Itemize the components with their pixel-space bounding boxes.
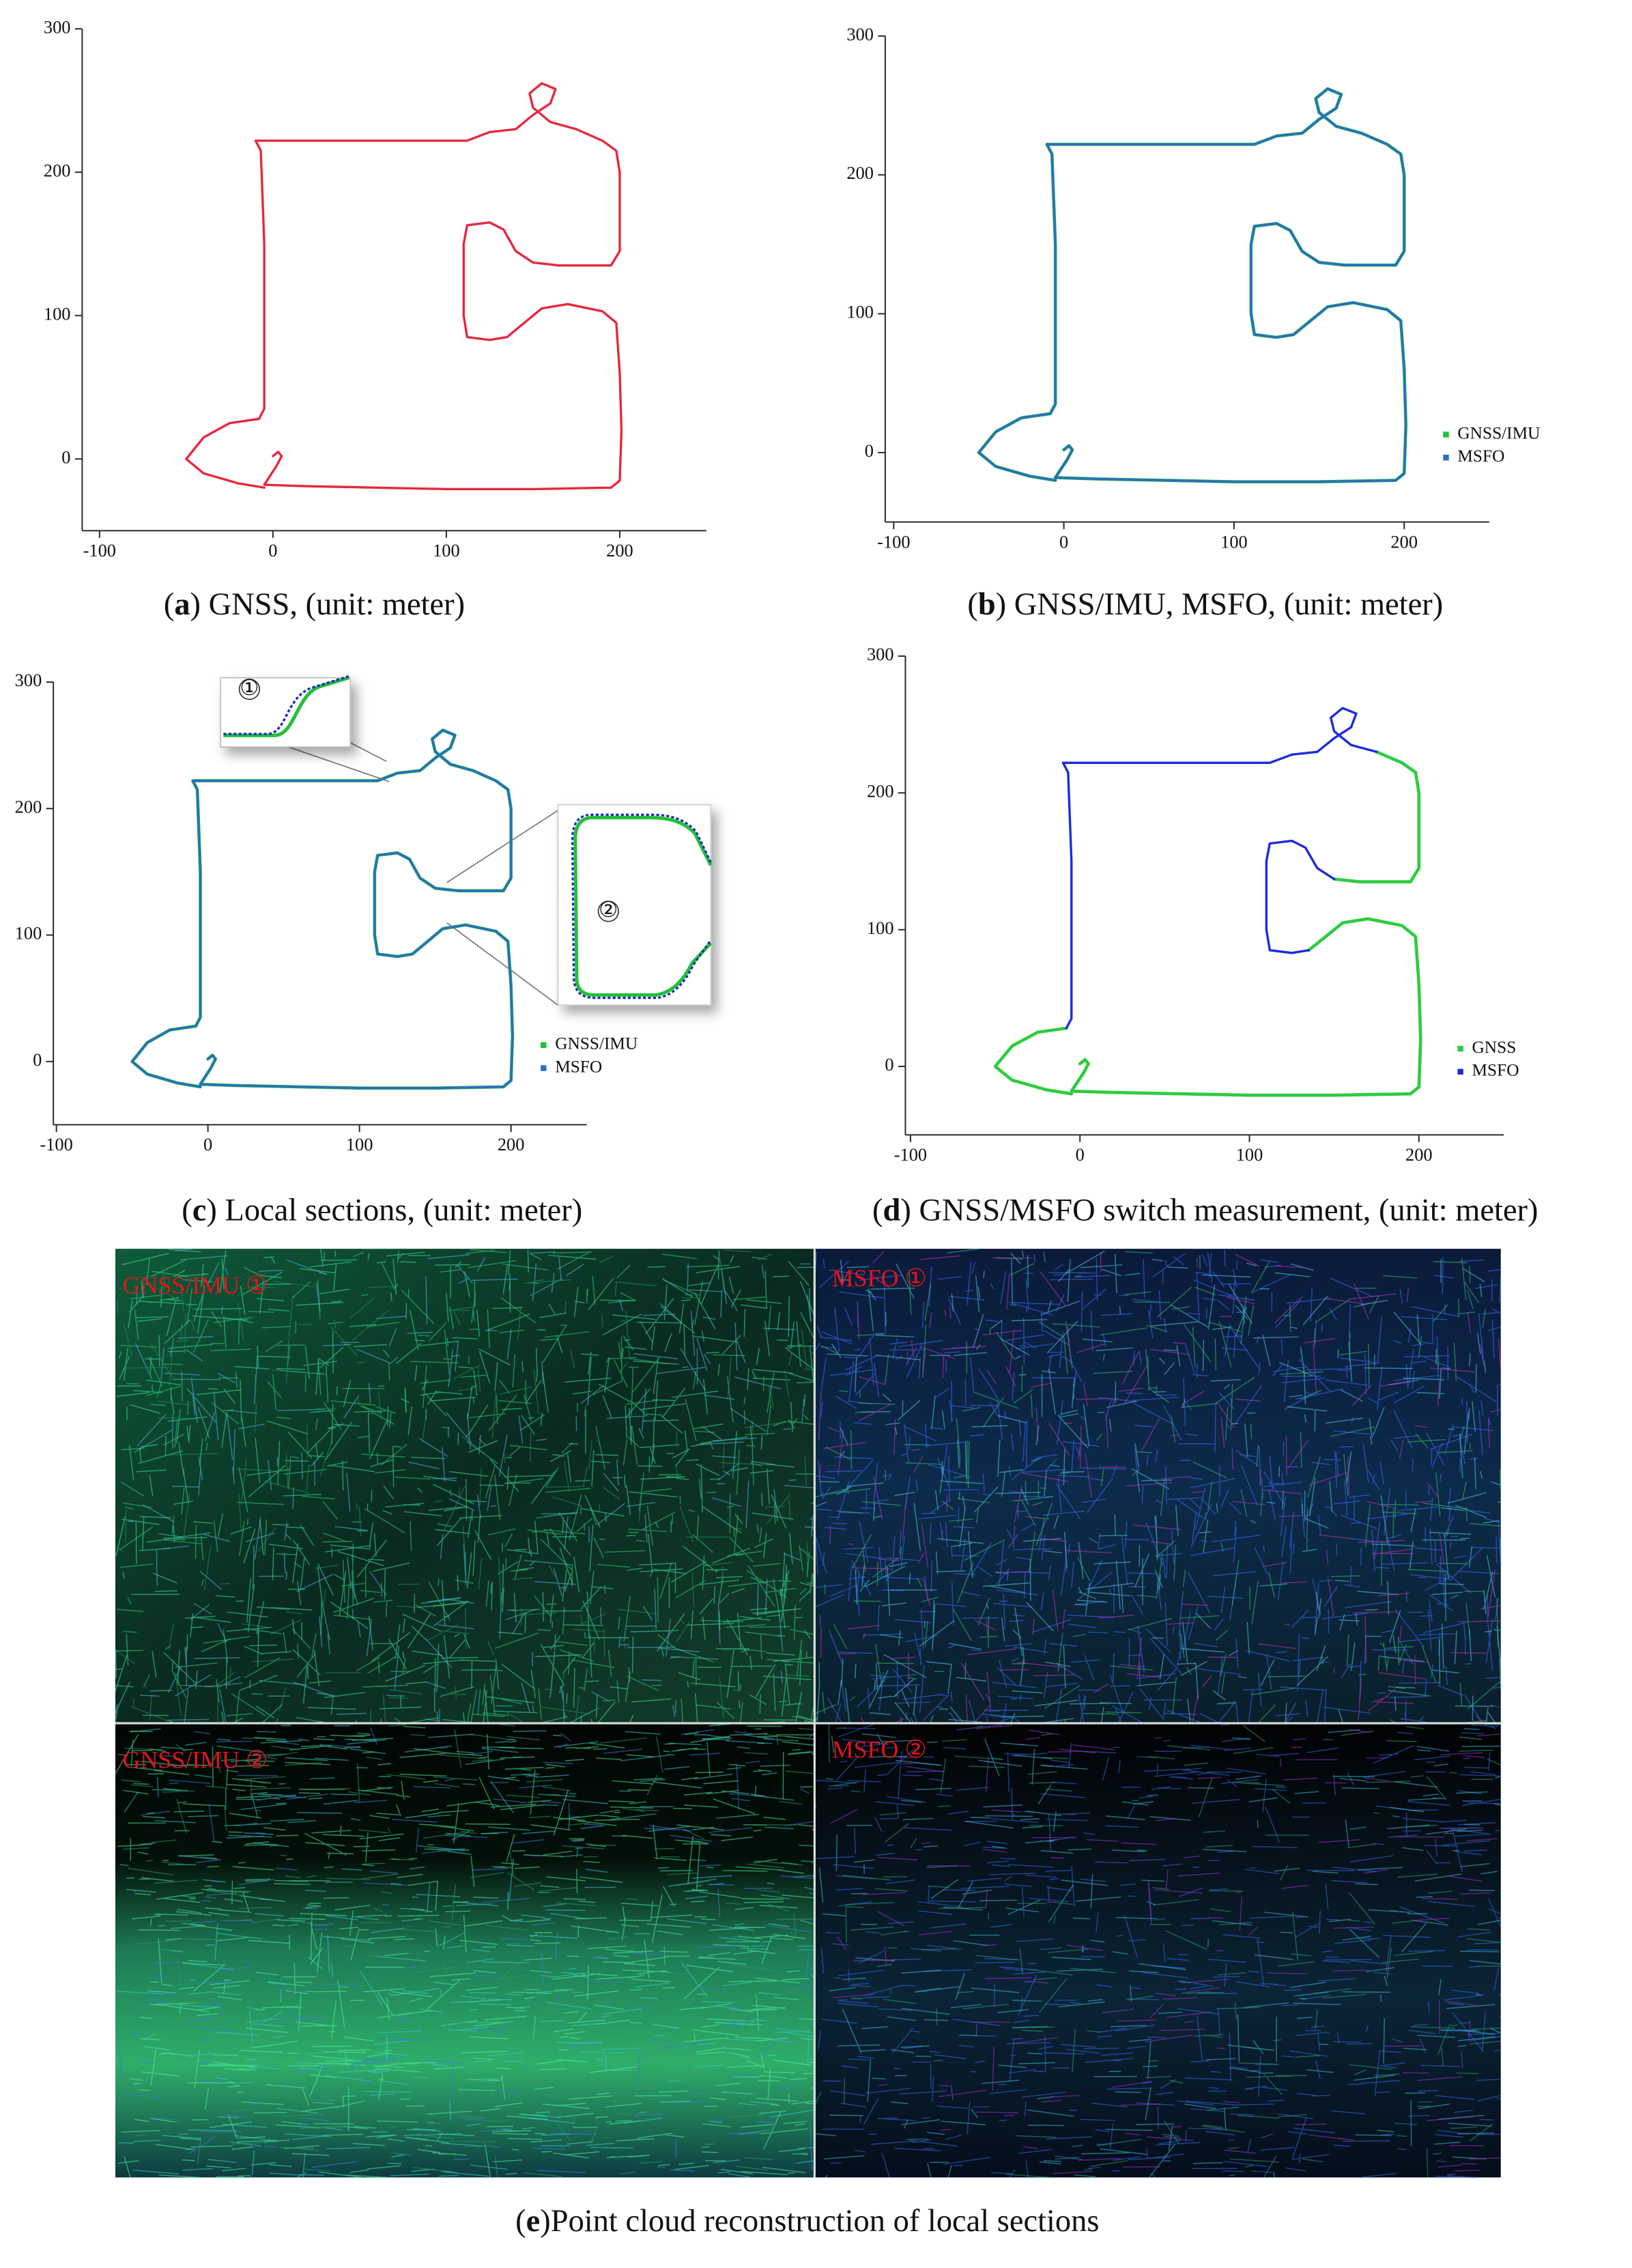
y-tick-label: 100: [15, 923, 42, 944]
figure-caption: (e)Point cloud reconstruction of local s…: [515, 2204, 1099, 2239]
point-cloud-texture: [115, 1248, 815, 1724]
legend-swatch: [1443, 431, 1449, 438]
y-tick-label: 0: [61, 446, 70, 467]
y-tick-label: 100: [846, 302, 874, 322]
panel-label: GNSS/IMU ②: [123, 1746, 268, 1773]
point-cloud-image: [814, 1249, 1501, 1724]
legend-swatch: [541, 1042, 547, 1048]
panel-caption: (c) Local sections, (unit: meter): [182, 1193, 582, 1228]
point-cloud-texture: [814, 1723, 1502, 2179]
point-cloud-image: [115, 1249, 815, 1724]
point-cloud-texture: [116, 1724, 815, 2178]
y-tick-label: 200: [44, 160, 71, 180]
point-cloud-texture: [117, 1723, 815, 2174]
legend-swatch: [1443, 455, 1449, 461]
y-tick-label: 300: [15, 670, 42, 690]
point-cloud-overlay: GNSS/IMU ① MSFO ① GNSS/IMU ② MSFO ②: [115, 1249, 1501, 2178]
x-tick-label: -100: [83, 540, 116, 561]
panel-caption: (d) GNSS/MSFO switch measurement, (unit:…: [872, 1193, 1538, 1228]
y-tick-label: 0: [865, 440, 874, 461]
trajectory: [130, 728, 514, 1090]
annotation: ①: [240, 676, 259, 700]
legend-label: GNSS/IMU: [555, 1034, 638, 1053]
trajectory: [993, 750, 1422, 1097]
annotation: ②: [599, 898, 618, 922]
point-cloud-texture: [814, 1248, 1502, 1724]
legend-swatch: [1457, 1045, 1463, 1052]
callout-line: [349, 742, 387, 762]
panel-label: GNSS/IMU ①: [123, 1271, 268, 1299]
legend-swatch: [541, 1065, 547, 1071]
y-tick-label: 300: [846, 24, 874, 44]
trajectory: [977, 87, 1407, 483]
point-cloud-texture: [814, 1250, 1502, 1724]
panel-caption: (a) GNSS, (unit: meter): [164, 587, 465, 622]
inset-box: [557, 804, 712, 1006]
point-cloud-texture: [830, 1724, 1501, 2174]
callout-line: [288, 746, 390, 782]
legend-label: MSFO: [555, 1057, 602, 1076]
panel-caption: (b) GNSS/IMU, MSFO, (unit: meter): [967, 587, 1443, 622]
y-tick-label: 200: [867, 780, 894, 801]
trajectory: [130, 728, 515, 1090]
inset-path: [573, 816, 713, 997]
point-cloud-texture: [115, 1249, 816, 1724]
x-tick-label: -100: [894, 1144, 927, 1165]
x-tick-label: 0: [203, 1134, 212, 1154]
inset-path: [223, 675, 349, 735]
point-cloud-panel: [115, 1248, 1502, 2179]
point-cloud-texture: [818, 1251, 1502, 1724]
trajectory: [977, 87, 1408, 483]
x-tick-label: 0: [268, 540, 277, 561]
x-tick-label: -100: [877, 531, 910, 552]
x-tick-label: 100: [1236, 1144, 1263, 1165]
inset-path: [223, 676, 349, 737]
x-tick-label: 200: [498, 1134, 525, 1154]
x-tick-label: 0: [1076, 1144, 1085, 1165]
point-cloud-texture: [815, 1723, 1502, 2179]
x-tick-label: 0: [1059, 531, 1068, 552]
legend-swatch: [1457, 1068, 1463, 1075]
point-cloud-texture: [117, 1723, 815, 2178]
x-tick-label: 100: [346, 1134, 373, 1154]
y-tick-label: 200: [15, 796, 42, 817]
y-tick-label: 300: [867, 644, 894, 664]
annotation-circle: [597, 901, 619, 922]
x-tick-label: -100: [40, 1134, 72, 1154]
y-tick-label: 300: [44, 16, 71, 37]
y-tick-label: 200: [846, 162, 874, 183]
x-tick-label: 100: [1220, 531, 1248, 552]
point-cloud-texture: [115, 1249, 816, 1724]
y-tick-label: 0: [33, 1049, 42, 1070]
legend-label: GNSS/IMU: [1457, 423, 1540, 442]
trajectory: [1061, 707, 1378, 1030]
point-cloud-texture: [115, 1723, 816, 2179]
x-tick-label: 100: [433, 540, 460, 561]
callout-line: [446, 922, 558, 1006]
callout-line: [446, 810, 558, 883]
annotation-circle: [238, 678, 261, 700]
trajectory: [185, 82, 623, 491]
point-cloud-image: [115, 1723, 815, 2178]
inset-callouts: [220, 675, 713, 1006]
x-tick-label: 200: [606, 540, 633, 561]
legend-label: GNSS: [1472, 1038, 1517, 1057]
legend-label: MSFO: [1457, 446, 1504, 466]
legend-label: MSFO: [1472, 1061, 1519, 1080]
inset-path: [571, 813, 712, 1000]
panel-label: MSFO ②: [832, 1736, 927, 1763]
x-tick-label: 200: [1390, 531, 1418, 552]
x-tick-label: 200: [1405, 1144, 1433, 1165]
point-cloud-texture: [814, 1723, 1502, 2178]
y-tick-label: 100: [867, 918, 894, 938]
y-tick-label: 0: [885, 1054, 893, 1075]
panel-label: MSFO ①: [832, 1264, 927, 1292]
y-tick-label: 100: [44, 303, 71, 324]
